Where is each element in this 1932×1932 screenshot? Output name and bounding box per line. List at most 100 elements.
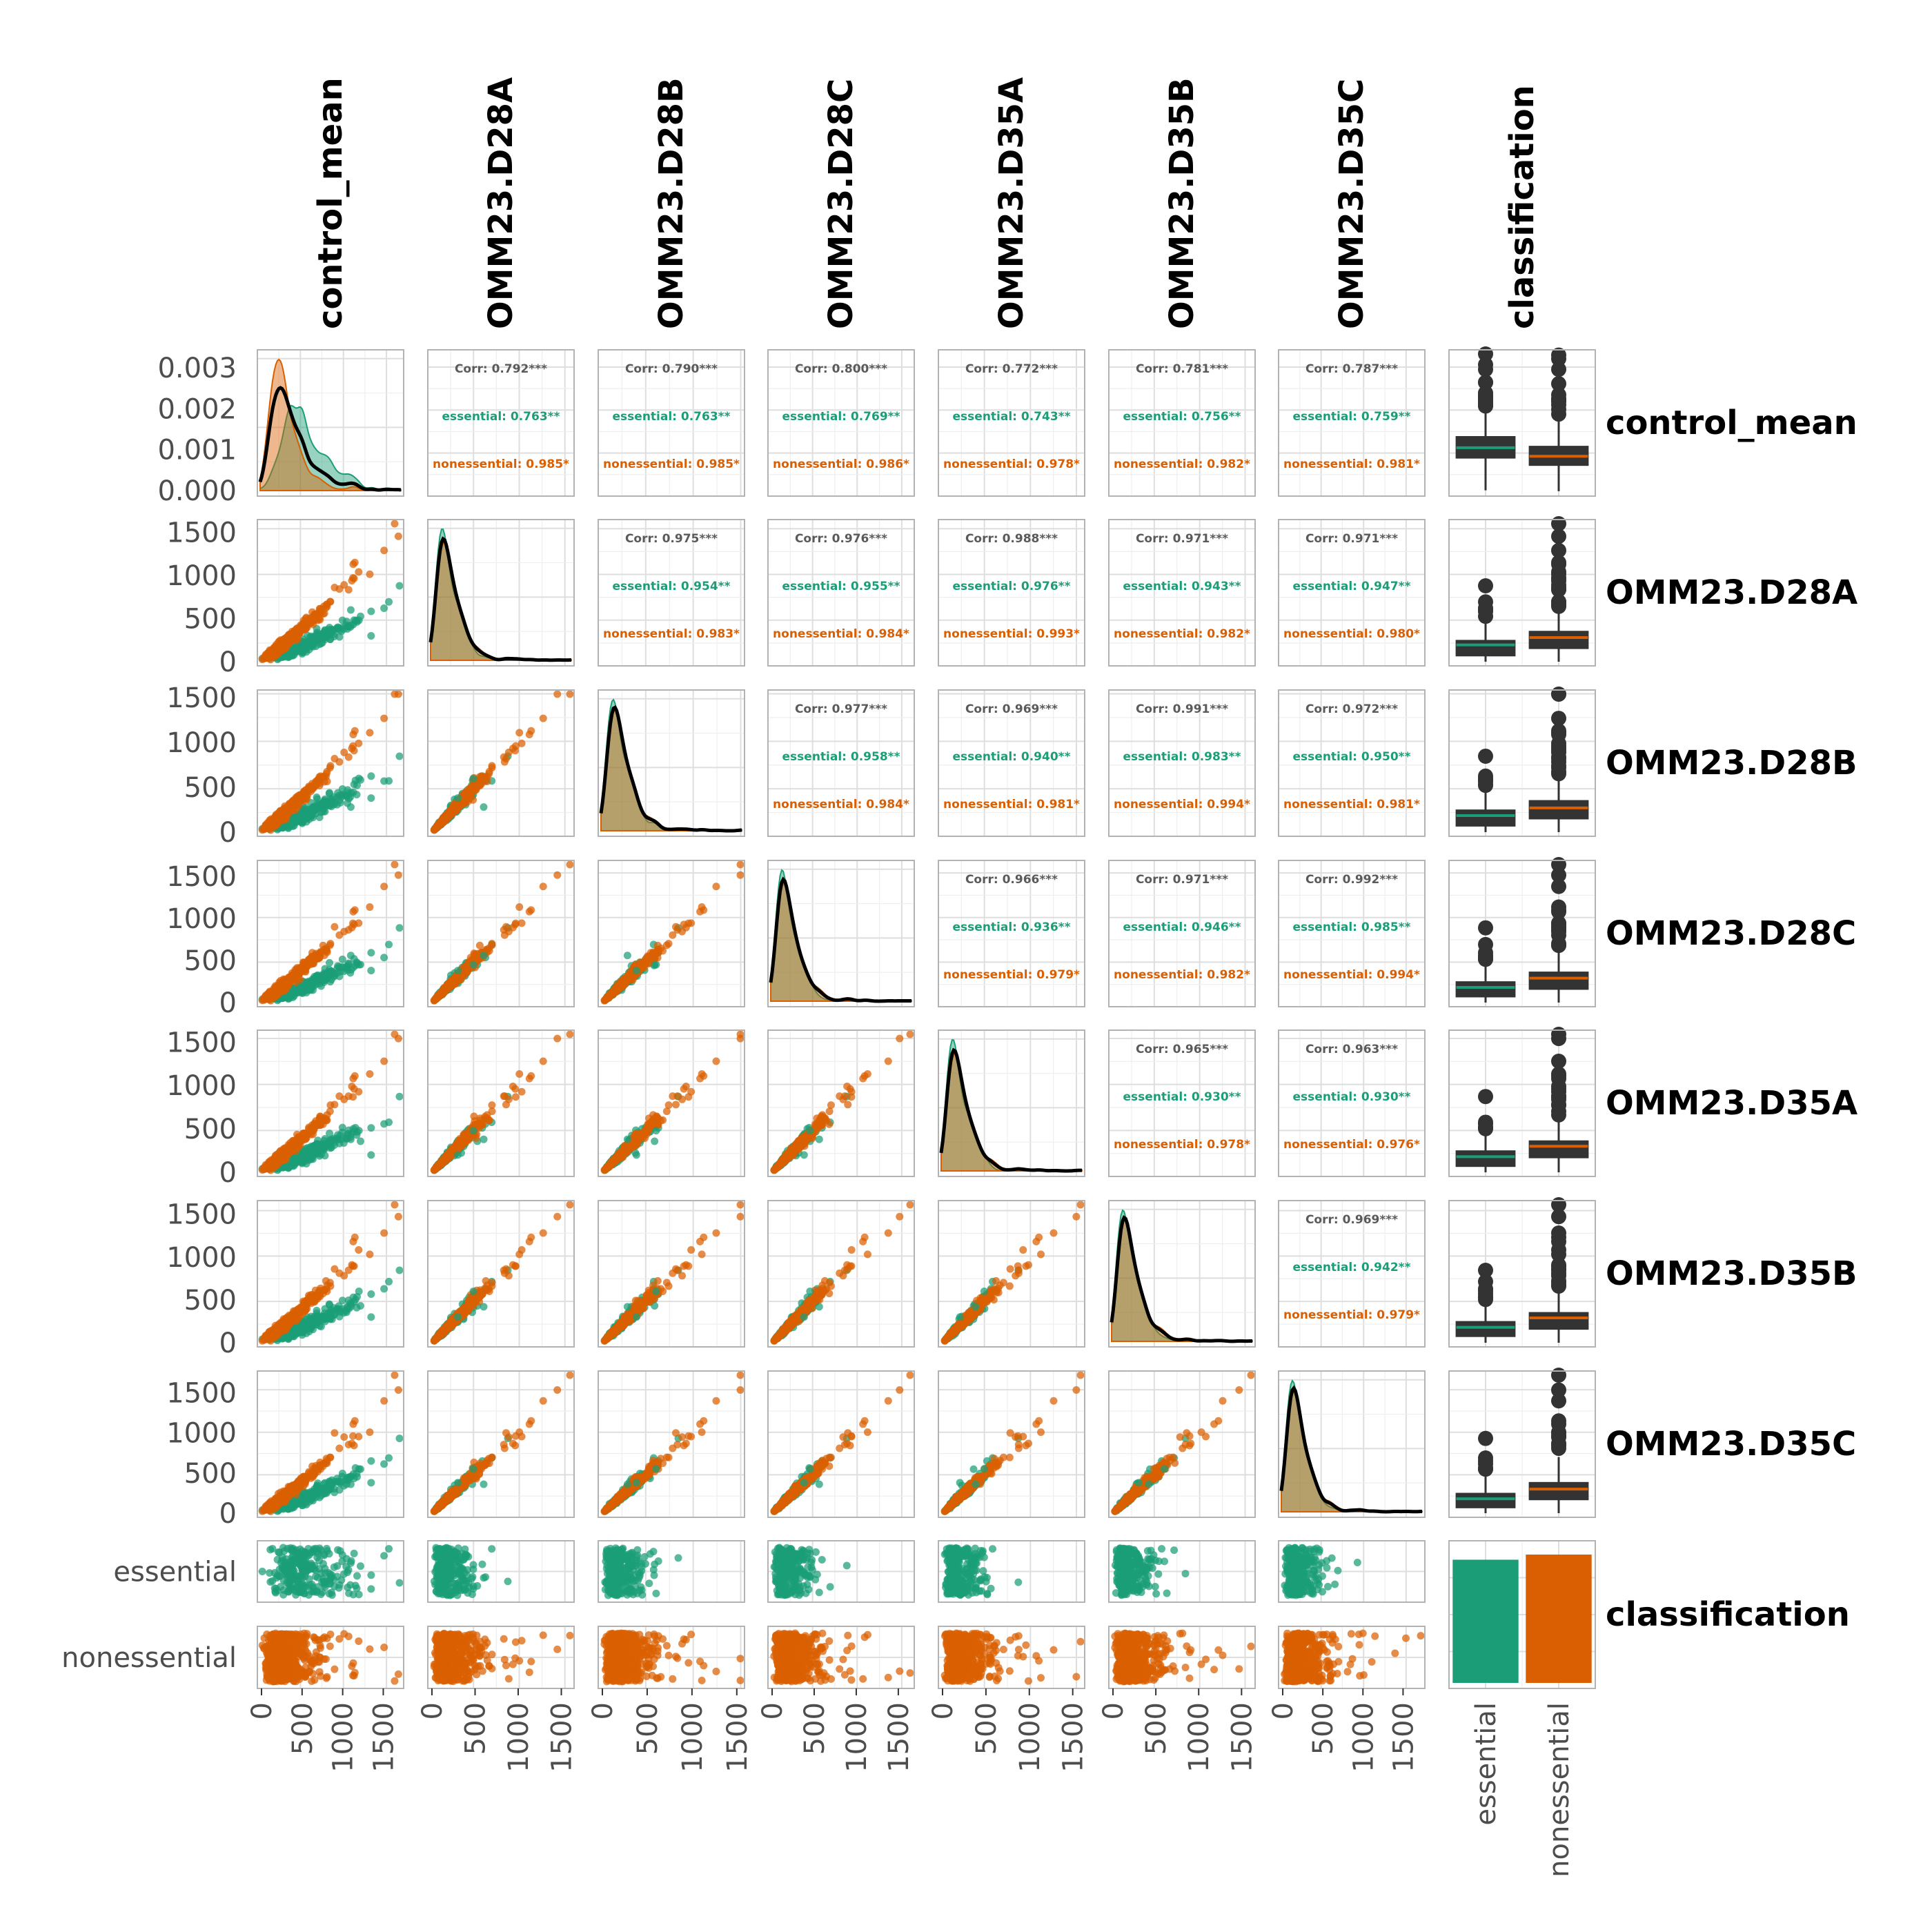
scatter-point: [391, 520, 398, 528]
correlation-overall-label: Corr: 0.800***: [795, 362, 887, 376]
scatter-point: [366, 729, 373, 736]
boxplot-outlier: [1551, 393, 1566, 408]
correlation-essential-label: essential: 0.976**: [953, 580, 1071, 593]
column-strip-label: OMM23.D28B: [652, 77, 691, 329]
scatter-point: [339, 956, 346, 963]
correlation-panel: Corr: 0.976*** essential: 0.955** nonessen…: [768, 520, 914, 666]
scatter-point: [391, 691, 398, 698]
row-strip-label: control_mean: [1606, 404, 1857, 442]
boxplot-outlier: [1551, 594, 1566, 609]
scatter-point: [351, 780, 358, 788]
correlation-overall-label: Corr: 0.781***: [1136, 362, 1228, 376]
scatter-point: [321, 952, 328, 959]
scatter-point: [461, 795, 469, 802]
boxplot-panel: [1449, 346, 1595, 496]
scatter-point: [314, 800, 322, 807]
scatter-point: [331, 923, 338, 931]
scatter-point: [476, 778, 484, 786]
scatter-point: [275, 815, 282, 822]
correlation-essential-label: essential: 0.756**: [1123, 410, 1241, 424]
scatter-point: [284, 979, 291, 987]
correlation-panel: Corr: 0.991***essential: 0.983**nonessen…: [1109, 690, 1255, 836]
row-strip-label: OMM23.D28A: [1606, 573, 1857, 612]
scatter-point: [339, 617, 346, 624]
scatter-point: [321, 610, 328, 618]
correlation-panel: Corr: 0.781***essential: 0.756**nonessen…: [1109, 350, 1255, 496]
correlation-essential-label: essential: 0.954**: [613, 580, 731, 593]
scatter-point: [308, 786, 315, 793]
scatter-point: [367, 794, 375, 802]
correlation-overall-label: Corr: 0.976***: [795, 532, 887, 546]
correlation-nonessential-label: nonessential: 0.986*: [773, 457, 909, 471]
correlation-essential-label: essential: 0.940**: [953, 750, 1071, 764]
scatter-point: [345, 926, 353, 934]
column-strip-label: OMM23.D35A: [992, 77, 1031, 329]
correlation-overall-label: Corr: 0.988***: [965, 532, 1058, 546]
correlation-nonessential-label: nonessential: 0.983*: [603, 627, 740, 641]
scatter-point: [488, 762, 495, 769]
correlation-essential-label: essential: 0.950**: [1293, 750, 1411, 764]
scatter-point: [395, 533, 402, 540]
column-strip-label: OMM23.D28A: [482, 77, 520, 329]
scatter-point: [321, 778, 328, 786]
scatter-point: [275, 644, 282, 652]
correlation-essential-label: essential: 0.983**: [1123, 750, 1241, 764]
correlation-nonessential-label: nonessential: 0.984*: [773, 627, 909, 641]
scatter-point: [293, 816, 301, 824]
scatter-point: [433, 824, 440, 831]
boxplot-outlier: [1551, 516, 1566, 531]
correlation-panel: Corr: 0.772***essential: 0.743**nonessen…: [938, 350, 1085, 496]
boxplot-outlier: [1551, 406, 1566, 422]
correlation-nonessential-label: nonessential: 0.985*: [433, 457, 569, 471]
scatter-point: [355, 775, 363, 782]
scatter-point: [349, 731, 357, 738]
correlation-panel: Corr: 0.800***essential: 0.769**nonessen…: [768, 350, 914, 496]
correlation-panel: Corr: 0.790***essential: 0.763**nonessen…: [598, 350, 745, 496]
boxplot-outlier: [1551, 687, 1566, 702]
correlation-essential-label: essential: 0.955**: [782, 580, 900, 593]
correlation-nonessential-label: nonessential: 0.980*: [1283, 627, 1420, 641]
column-strip-label: OMM23.D35C: [1332, 79, 1371, 329]
correlation-nonessential-label: nonessential: 0.981*: [1283, 798, 1420, 811]
scatter-point: [476, 942, 484, 949]
correlation-essential-label: essential: 0.743**: [953, 410, 1071, 424]
scatter-point: [302, 968, 309, 976]
column-strip-label: control_mean: [311, 77, 350, 329]
boxplot-panel: [1449, 687, 1595, 836]
scatter-point: [349, 908, 357, 916]
correlation-panel: Corr: 0.988***essential: 0.976**nonessen…: [938, 520, 1085, 666]
correlation-overall-label: Corr: 0.790***: [625, 362, 718, 376]
scatter-point: [367, 632, 375, 640]
correlation-nonessential-label: nonessential: 0.978*: [943, 457, 1080, 471]
scatter-point: [293, 647, 301, 654]
correlation-panel: Corr: 0.972***essential: 0.950**nonessen…: [1279, 690, 1425, 836]
boxplot-box: [1457, 810, 1515, 826]
correlation-overall-label: Corr: 0.977***: [795, 702, 887, 716]
scatter-point: [396, 924, 404, 931]
correlation-overall-label: Corr: 0.971***: [1305, 532, 1398, 546]
correlation-essential-label: essential: 0.943**: [1123, 580, 1241, 593]
row-strip-label: OMM23.D28B: [1606, 744, 1857, 782]
correlation-panel: Corr: 0.792***essential: 0.763**nonessen…: [428, 350, 574, 496]
boxplot-outlier: [1478, 602, 1493, 618]
correlation-nonessential-label: nonessential: 0.984*: [773, 798, 909, 811]
scatter-point: [553, 691, 561, 698]
scatter-point: [540, 715, 547, 722]
scatter-point: [367, 772, 375, 780]
correlation-essential-label: essential: 0.763**: [442, 410, 560, 424]
scatter-point: [515, 903, 523, 911]
correlation-essential-label: essential: 0.759**: [1293, 410, 1411, 424]
scatter-panel: [257, 690, 404, 836]
correlation-panel: Corr: 0.975***essential: 0.954**nonessen…: [598, 520, 745, 666]
scatter-point: [322, 965, 329, 973]
boxplot-outlier: [1551, 580, 1566, 595]
row-strip-label: OMM23.D28C: [1606, 914, 1856, 953]
correlation-nonessential-label: nonessential: 0.981*: [943, 798, 1080, 811]
scatter-point: [480, 803, 488, 811]
scatter-point: [347, 952, 355, 959]
correlation-overall-label: Corr: 0.969***: [965, 702, 1058, 716]
column-strip-label: OMM23.D28C: [822, 79, 860, 329]
correlation-panel: Corr: 0.969*** essential: 0.940** nonessen…: [938, 690, 1085, 836]
correlation-panel: Corr: 0.787***essential: 0.759**nonessen…: [1279, 350, 1425, 496]
